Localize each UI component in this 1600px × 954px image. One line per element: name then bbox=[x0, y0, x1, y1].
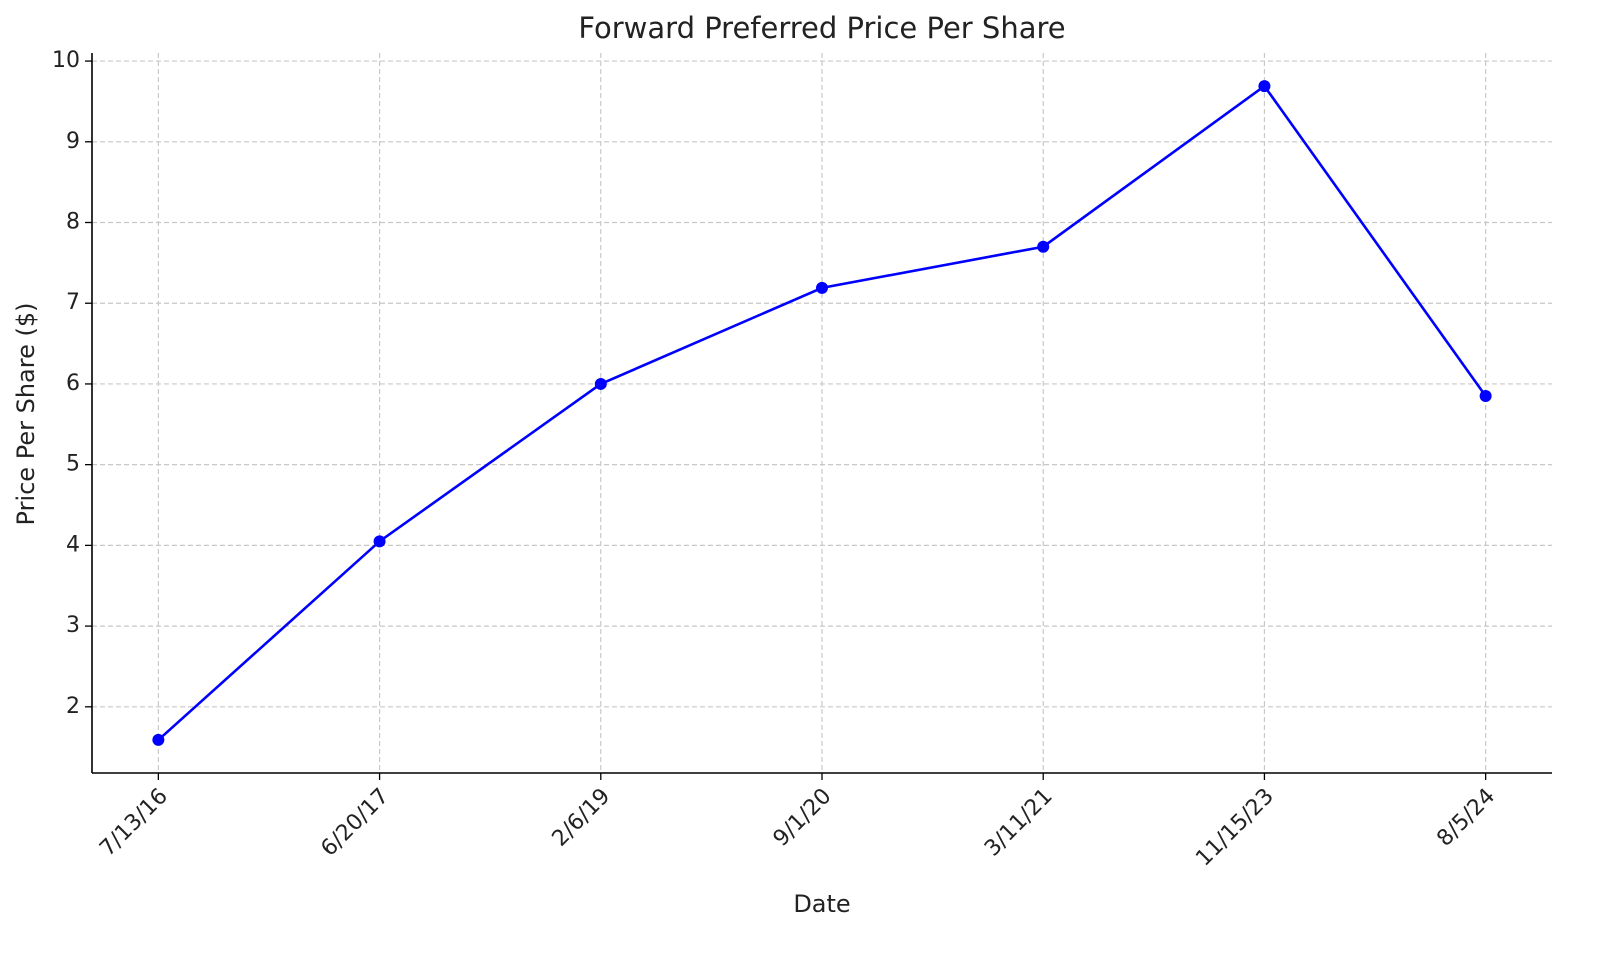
marker bbox=[1258, 80, 1271, 93]
y-tick-label: 8 bbox=[66, 210, 80, 235]
marker bbox=[152, 733, 165, 746]
chart-title: Forward Preferred Price Per Share bbox=[578, 11, 1065, 45]
y-tick-label: 10 bbox=[52, 48, 80, 73]
marker bbox=[1479, 390, 1492, 403]
x-tick-label: 3/11/21 bbox=[980, 784, 1058, 862]
y-tick-label: 3 bbox=[66, 613, 80, 638]
y-tick-label: 2 bbox=[66, 694, 80, 719]
y-tick-label: 9 bbox=[66, 129, 80, 154]
x-tick-label: 8/5/24 bbox=[1432, 784, 1500, 852]
y-axis-label: Price Per Share ($) bbox=[12, 303, 40, 526]
y-tick-label: 5 bbox=[66, 452, 80, 477]
marker bbox=[373, 535, 386, 548]
y-tick-label: 4 bbox=[66, 532, 80, 557]
x-tick-label: 9/1/20 bbox=[769, 784, 837, 852]
y-tick-label: 6 bbox=[66, 371, 80, 396]
x-tick-label: 7/13/16 bbox=[95, 784, 173, 862]
x-tick-label: 11/15/23 bbox=[1191, 784, 1279, 872]
x-tick-label: 6/20/17 bbox=[316, 784, 394, 862]
x-tick-label: 2/6/19 bbox=[548, 784, 616, 852]
marker bbox=[594, 377, 607, 390]
marker bbox=[816, 281, 828, 294]
marker bbox=[1037, 240, 1050, 253]
x-axis-label: Date bbox=[793, 890, 850, 918]
y-tick-label: 7 bbox=[66, 290, 80, 315]
